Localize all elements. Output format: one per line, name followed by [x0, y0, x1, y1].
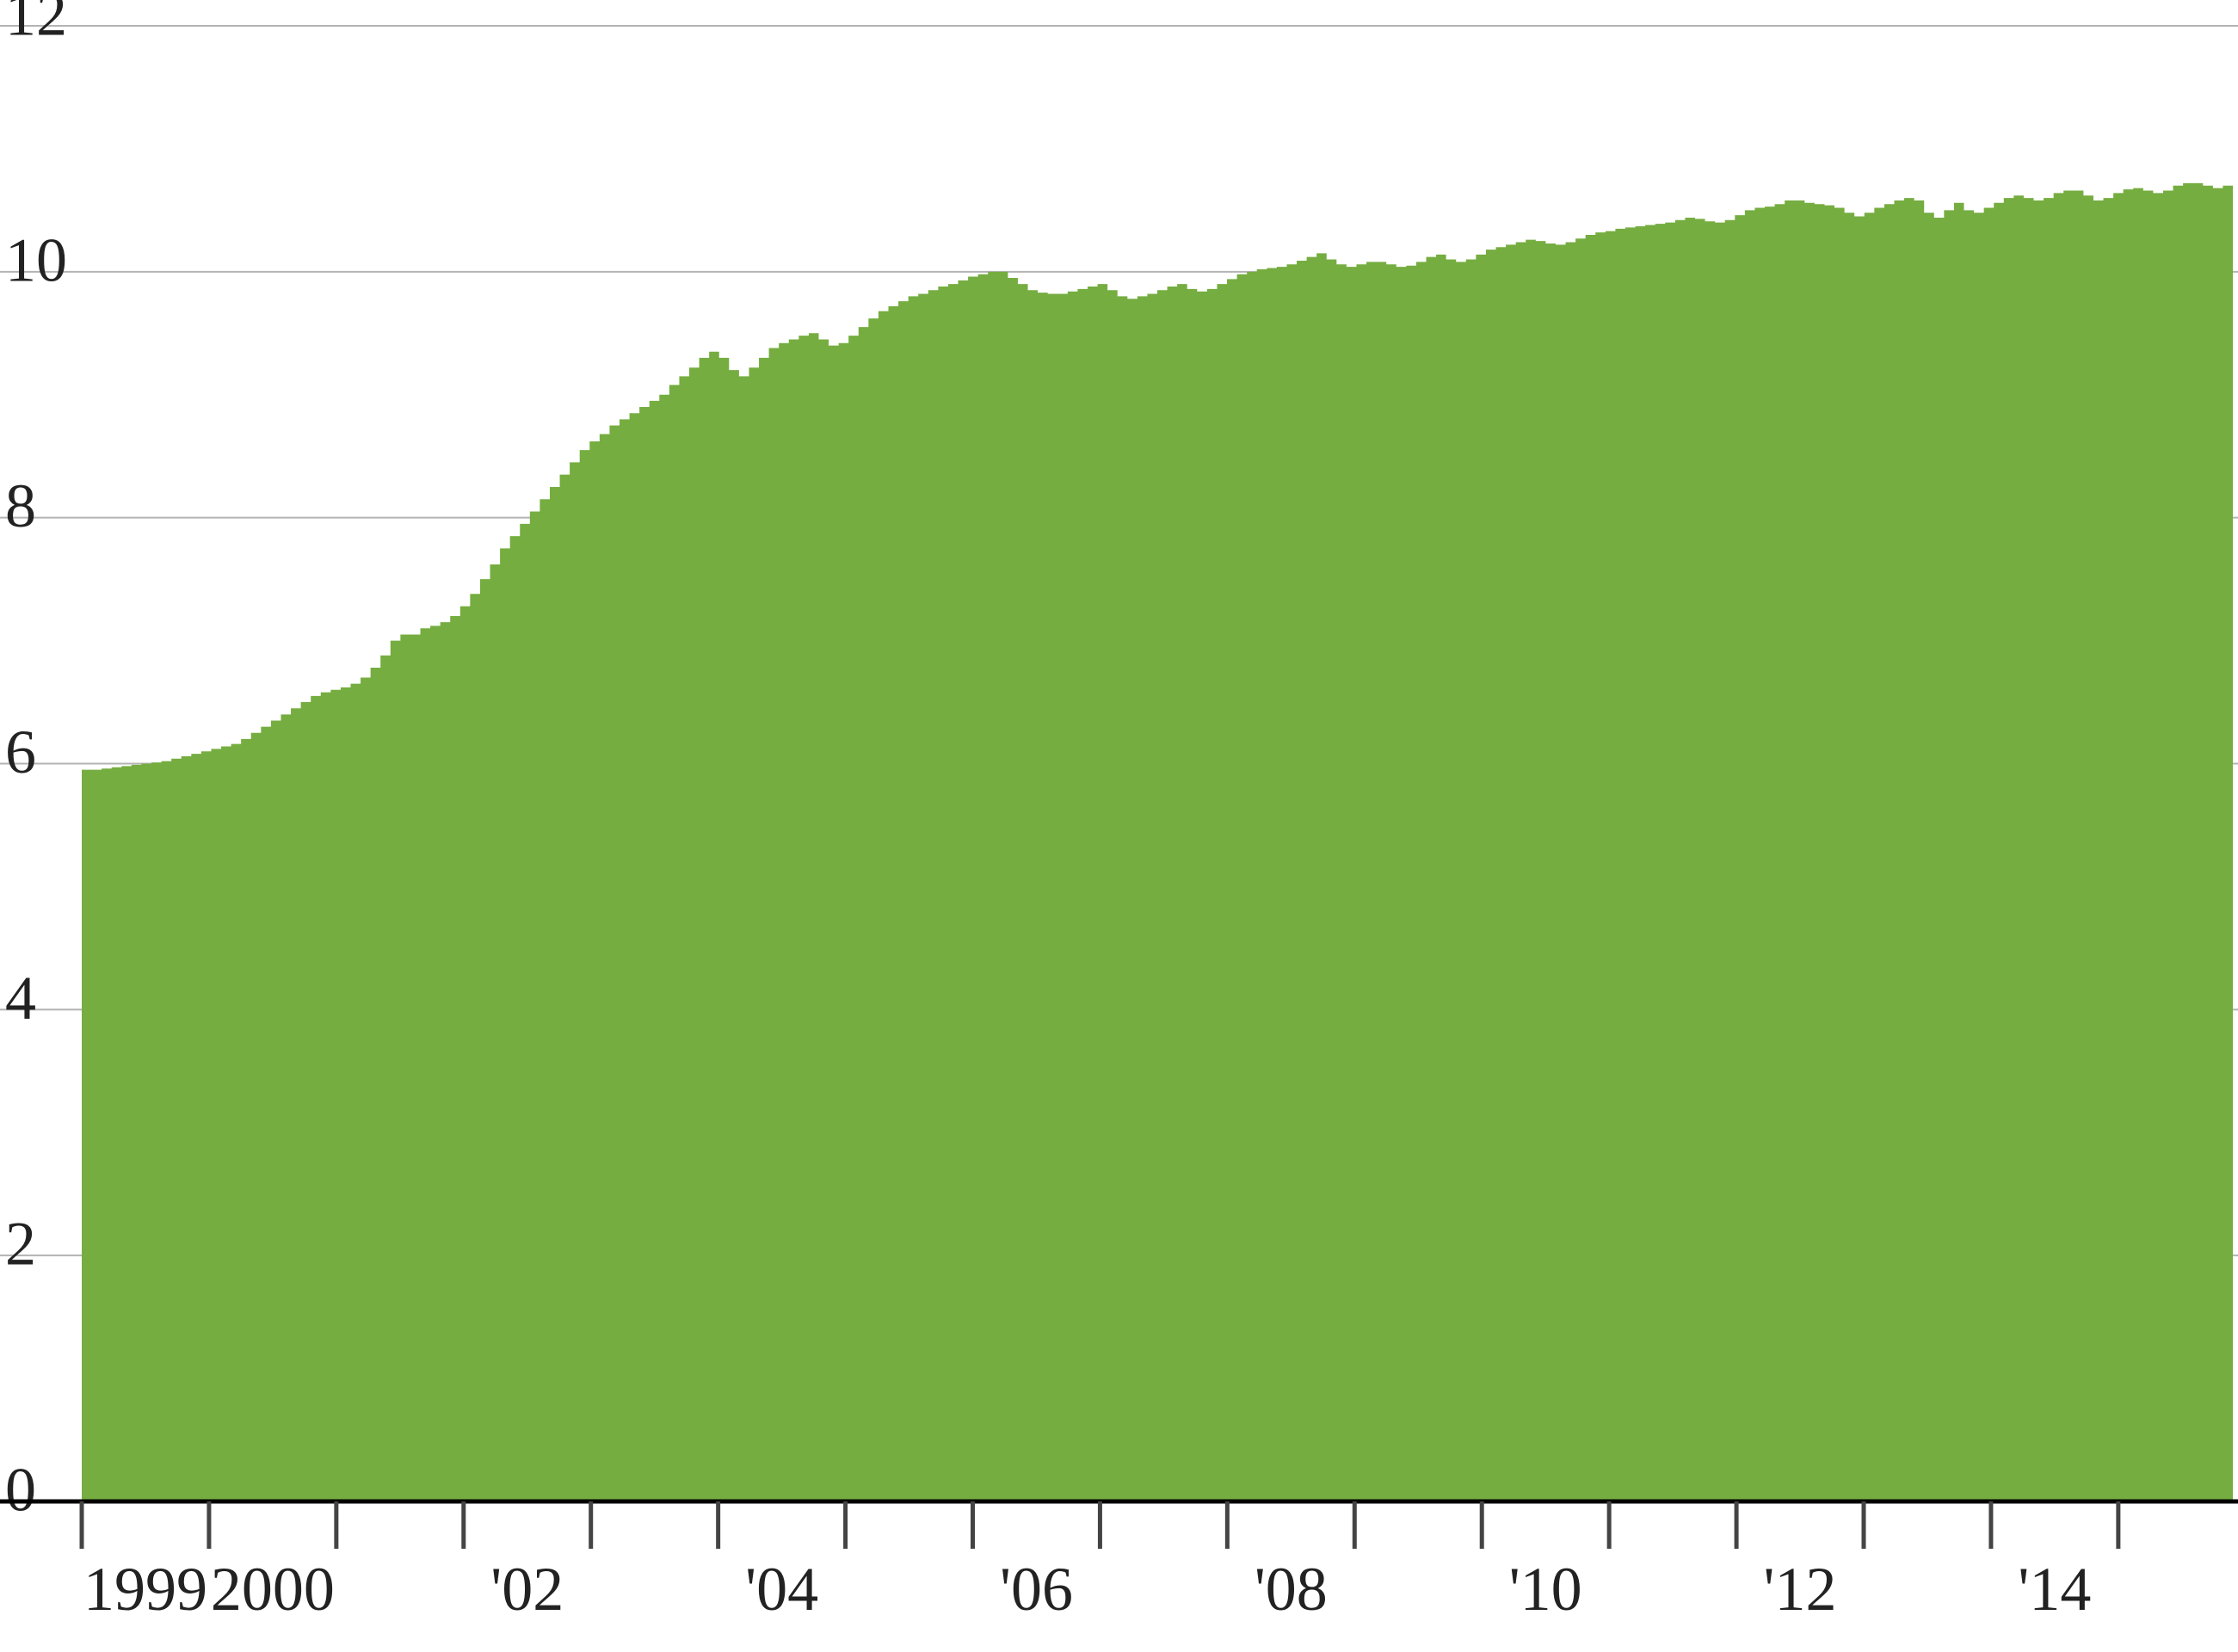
x-axis-label: '12 — [1764, 1555, 1837, 1624]
y-axis-label: 6 — [5, 718, 36, 786]
area-chart: 0 2 4 6 8 10 12 19992000 '02 '04 '06 '08 '10 '12 '14 — [0, 0, 2238, 1652]
y-axis-label: 8 — [5, 472, 36, 540]
x-axis-label: '02 — [490, 1555, 564, 1624]
x-axis-label: '06 — [1000, 1555, 1073, 1624]
x-axis-label: 2000 — [211, 1555, 335, 1624]
x-axis-label: 1999 — [83, 1555, 207, 1624]
y-axis-label: 2 — [5, 1210, 36, 1279]
y-axis-label: 12 — [5, 0, 67, 49]
x-axis-label: '04 — [745, 1555, 818, 1624]
y-axis-label: 0 — [5, 1456, 36, 1525]
y-axis-label: 4 — [5, 964, 36, 1032]
y-axis-label: 10 — [5, 225, 67, 294]
x-axis-label: '10 — [1509, 1555, 1582, 1624]
x-axis-label: '14 — [2018, 1555, 2091, 1624]
x-axis-label: '08 — [1255, 1555, 1328, 1624]
chart-svg: 0 2 4 6 8 10 12 19992000 '02 '04 '06 '08 '10 '12 '14 — [0, 0, 2238, 1652]
